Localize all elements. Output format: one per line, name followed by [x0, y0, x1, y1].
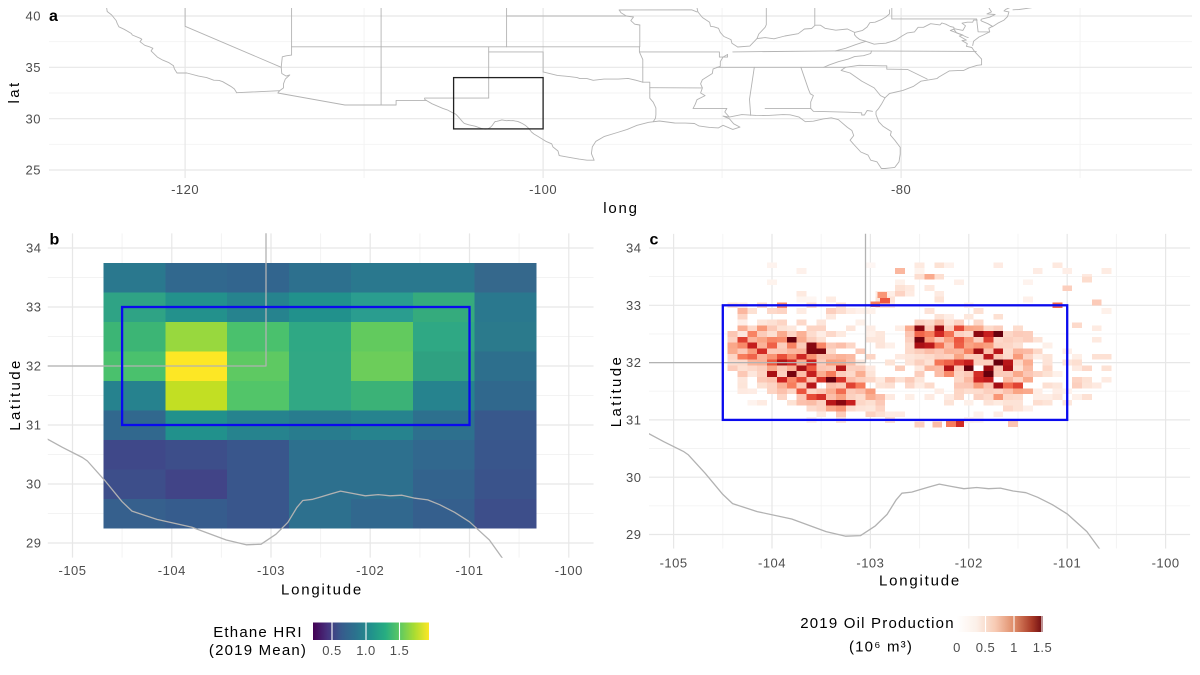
- svg-text:Latitude: Latitude: [7, 358, 24, 431]
- svg-text:25: 25: [26, 163, 41, 178]
- svg-text:-120: -120: [171, 182, 199, 197]
- svg-text:33: 33: [26, 300, 41, 315]
- svg-text:31: 31: [626, 413, 641, 428]
- svg-text:-101: -101: [1053, 556, 1081, 571]
- svg-text:29: 29: [26, 536, 41, 551]
- svg-text:lat: lat: [6, 80, 23, 103]
- svg-text:-100: -100: [529, 182, 557, 197]
- svg-text:Ethane HRI: Ethane HRI: [213, 624, 303, 641]
- svg-text:-104: -104: [158, 563, 186, 578]
- svg-text:b: b: [50, 232, 60, 249]
- svg-text:1.0: 1.0: [356, 643, 376, 658]
- svg-text:long: long: [603, 200, 639, 217]
- svg-text:32: 32: [26, 359, 41, 374]
- svg-text:40: 40: [26, 9, 41, 24]
- svg-text:33: 33: [626, 298, 641, 313]
- svg-text:-102: -102: [955, 556, 983, 571]
- svg-text:c: c: [650, 232, 659, 249]
- svg-text:0: 0: [953, 640, 961, 655]
- svg-text:-101: -101: [455, 563, 483, 578]
- svg-text:30: 30: [626, 470, 641, 485]
- svg-text:-105: -105: [58, 563, 86, 578]
- svg-text:-104: -104: [758, 556, 786, 571]
- svg-text:Longitude: Longitude: [879, 573, 961, 590]
- svg-text:35: 35: [26, 60, 41, 75]
- svg-text:1.5: 1.5: [390, 643, 410, 658]
- svg-text:1: 1: [1010, 640, 1018, 655]
- svg-text:0.5: 0.5: [322, 643, 342, 658]
- svg-text:-80: -80: [891, 182, 911, 197]
- svg-text:34: 34: [626, 241, 641, 256]
- svg-text:-100: -100: [1152, 556, 1180, 571]
- svg-text:(10⁶ m³): (10⁶ m³): [849, 639, 913, 656]
- svg-text:32: 32: [626, 355, 641, 370]
- svg-text:-102: -102: [356, 563, 384, 578]
- svg-text:-105: -105: [660, 556, 688, 571]
- svg-text:31: 31: [26, 418, 41, 433]
- svg-text:-103: -103: [257, 563, 285, 578]
- svg-text:-100: -100: [555, 563, 583, 578]
- svg-text:(2019 Mean): (2019 Mean): [209, 642, 307, 659]
- svg-text:1.5: 1.5: [1033, 640, 1053, 655]
- svg-text:a: a: [49, 8, 58, 25]
- svg-text:2019 Oil Production: 2019 Oil Production: [800, 615, 955, 632]
- svg-text:Latitude: Latitude: [608, 355, 625, 428]
- svg-text:30: 30: [26, 111, 41, 126]
- svg-text:-103: -103: [856, 556, 884, 571]
- svg-text:30: 30: [26, 477, 41, 492]
- svg-text:Longitude: Longitude: [281, 582, 363, 599]
- svg-text:34: 34: [26, 241, 41, 256]
- svg-text:29: 29: [626, 527, 641, 542]
- svg-text:0.5: 0.5: [976, 640, 996, 655]
